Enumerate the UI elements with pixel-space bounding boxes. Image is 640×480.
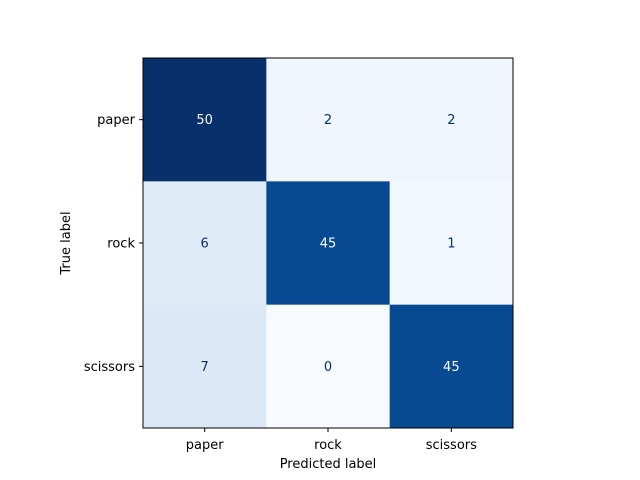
cell-value-label: 6 [201, 237, 209, 252]
heatmap-cell [389, 304, 514, 429]
x-tick-label: rock [314, 438, 342, 453]
heatmap-cell [266, 304, 391, 429]
heatmap-cell [389, 181, 514, 306]
cell-value-label: 45 [443, 360, 460, 375]
heatmap-cell [266, 181, 391, 306]
x-tick-label: scissors [426, 438, 477, 453]
heatmap-cell [143, 58, 267, 182]
cell-value-label: 2 [324, 113, 332, 128]
cell-value-label: 2 [447, 113, 455, 128]
y-axis-label: True label [59, 211, 74, 275]
cell-values-layer: 50 2 2 6 45 1 7 0 45 [196, 113, 459, 375]
cell-value-label: 0 [324, 360, 332, 375]
y-tick-label: scissors [84, 360, 135, 375]
heatmap-cell [389, 58, 514, 182]
x-tick-label: paper [186, 438, 224, 453]
cells-layer [143, 58, 514, 429]
cell-value-label: 1 [447, 237, 455, 252]
y-tick-label: rock [107, 237, 135, 252]
y-tick-label: paper [97, 113, 135, 128]
x-axis-label: Predicted label [280, 457, 377, 472]
x-ticks-layer: paper rock scissors [186, 428, 477, 453]
cell-value-label: 7 [201, 360, 209, 375]
heatmap-cell [143, 304, 267, 429]
y-ticks-layer: paper rock scissors [84, 113, 143, 375]
cell-value-label: 45 [320, 237, 337, 252]
cell-value-label: 50 [196, 113, 213, 128]
heatmap-cell [143, 181, 267, 306]
heatmap-cell [266, 58, 391, 182]
